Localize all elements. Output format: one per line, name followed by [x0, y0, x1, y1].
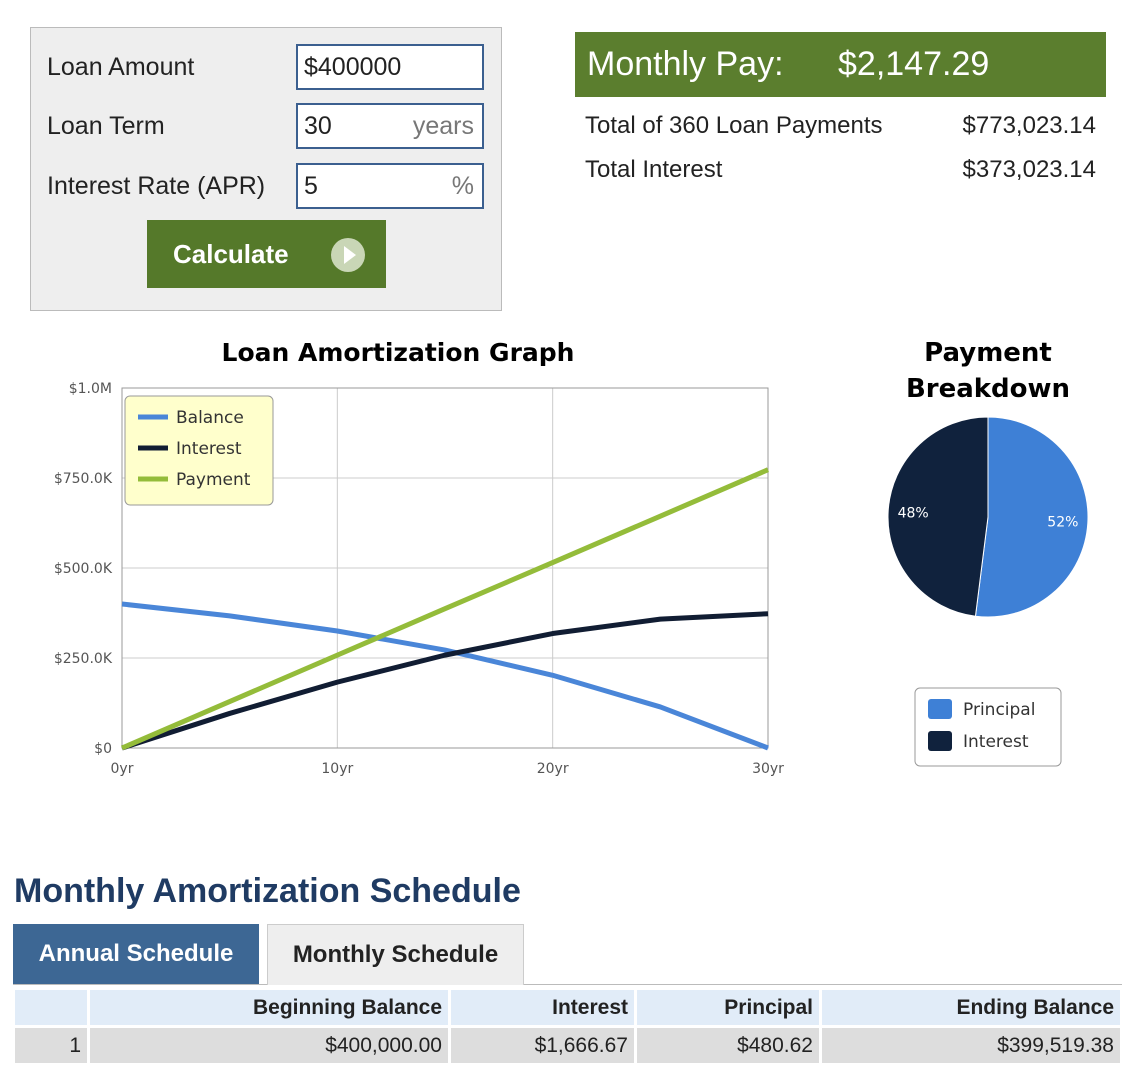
line-chart: Loan Amortization Graph $0 $250.0K $500.0K $…: [54, 338, 784, 777]
field-label: Loan Term: [47, 112, 165, 140]
y-tick-label: $0: [94, 741, 112, 757]
pie-chart: Payment Breakdown 52% 48% Principal Interest: [887, 338, 1089, 767]
button-label: Calculate: [173, 239, 289, 269]
calculate-button[interactable]: Calculate: [147, 220, 386, 288]
legend-label: Interest: [963, 732, 1029, 752]
y-tick-label: $500.0K: [54, 561, 113, 577]
series-line: [121, 601, 769, 751]
chart-title: Payment Breakdown: [906, 338, 1070, 404]
schedule-title: Monthly Amortization Schedule: [14, 872, 521, 910]
field-label: Loan Amount: [47, 53, 195, 81]
cell: $480.62: [637, 1028, 819, 1063]
legend-swatch: [928, 699, 952, 719]
result-label: Total of 360 Loan Payments: [585, 112, 883, 139]
tab[interactable]: Monthly Schedule: [267, 924, 524, 985]
monthly-value: $2,147.29: [838, 45, 990, 83]
slice-label: 52%: [1047, 515, 1078, 531]
legend-swatch: [928, 731, 952, 751]
header-cell: Ending Balance: [822, 990, 1120, 1025]
y-tick-label: $750.0K: [54, 471, 113, 487]
text-input[interactable]: 5%: [296, 163, 484, 209]
tab-line: [13, 984, 1122, 985]
cell: 1: [15, 1028, 87, 1063]
monthly-pay-bar: Monthly Pay: $2,147.29: [575, 32, 1106, 97]
field-label: Interest Rate (APR): [47, 172, 266, 200]
text-input[interactable]: $400000: [296, 44, 484, 90]
cell: $1,666.67: [451, 1028, 634, 1063]
legend-label: Balance: [176, 408, 244, 428]
row: 1 $400,000.00 $1,666.67 $480.62 $399,519.38: [15, 1028, 1120, 1063]
header-cell: [15, 990, 87, 1025]
series-line: [121, 611, 769, 751]
text-input[interactable]: 30 years: [296, 103, 484, 149]
header-cell: Beginning Balance: [90, 990, 448, 1025]
pie-slice: [974, 416, 1089, 618]
series-line: [121, 467, 769, 751]
tab[interactable]: Annual Schedule: [13, 924, 259, 984]
y-tick-label: $1.0M: [69, 381, 112, 397]
header-row: Beginning Balance Interest Principal Ending…: [15, 990, 1120, 1025]
legend-label: Payment: [176, 470, 251, 490]
x-tick-label: 20yr: [537, 761, 569, 777]
cell: $400,000.00: [90, 1028, 448, 1063]
legend-label: Principal: [963, 700, 1035, 720]
result-value: $773,023.14: [962, 112, 1096, 139]
legend-label: Interest: [176, 439, 242, 459]
x-tick-label: 30yr: [752, 761, 784, 777]
header-cell: Principal: [637, 990, 819, 1025]
x-tick-label: 10yr: [321, 761, 353, 777]
plot-border: [121, 387, 769, 749]
result-label: Total Interest: [585, 156, 723, 183]
arrow-icon: [331, 238, 365, 272]
monthly-label: Monthly Pay:: [587, 45, 784, 83]
input-unit: years: [412, 112, 474, 140]
input-unit: %: [451, 172, 474, 200]
result-value: $373,023.14: [962, 156, 1096, 183]
input-value: 5: [304, 172, 318, 200]
x-tick-label: 0yr: [111, 761, 134, 777]
chart-title: Loan Amortization Graph: [222, 338, 575, 367]
input-value: 30: [304, 112, 332, 140]
header-cell: Interest: [451, 990, 634, 1025]
cell: $399,519.38: [822, 1028, 1120, 1063]
input-value: $400000: [304, 53, 402, 81]
pie-slice: [887, 416, 989, 617]
schedule-table: Beginning Balance Interest Principal Ending…: [12, 987, 1123, 1066]
y-tick-label: $250.0K: [54, 651, 113, 667]
slice-label: 48%: [898, 505, 929, 521]
